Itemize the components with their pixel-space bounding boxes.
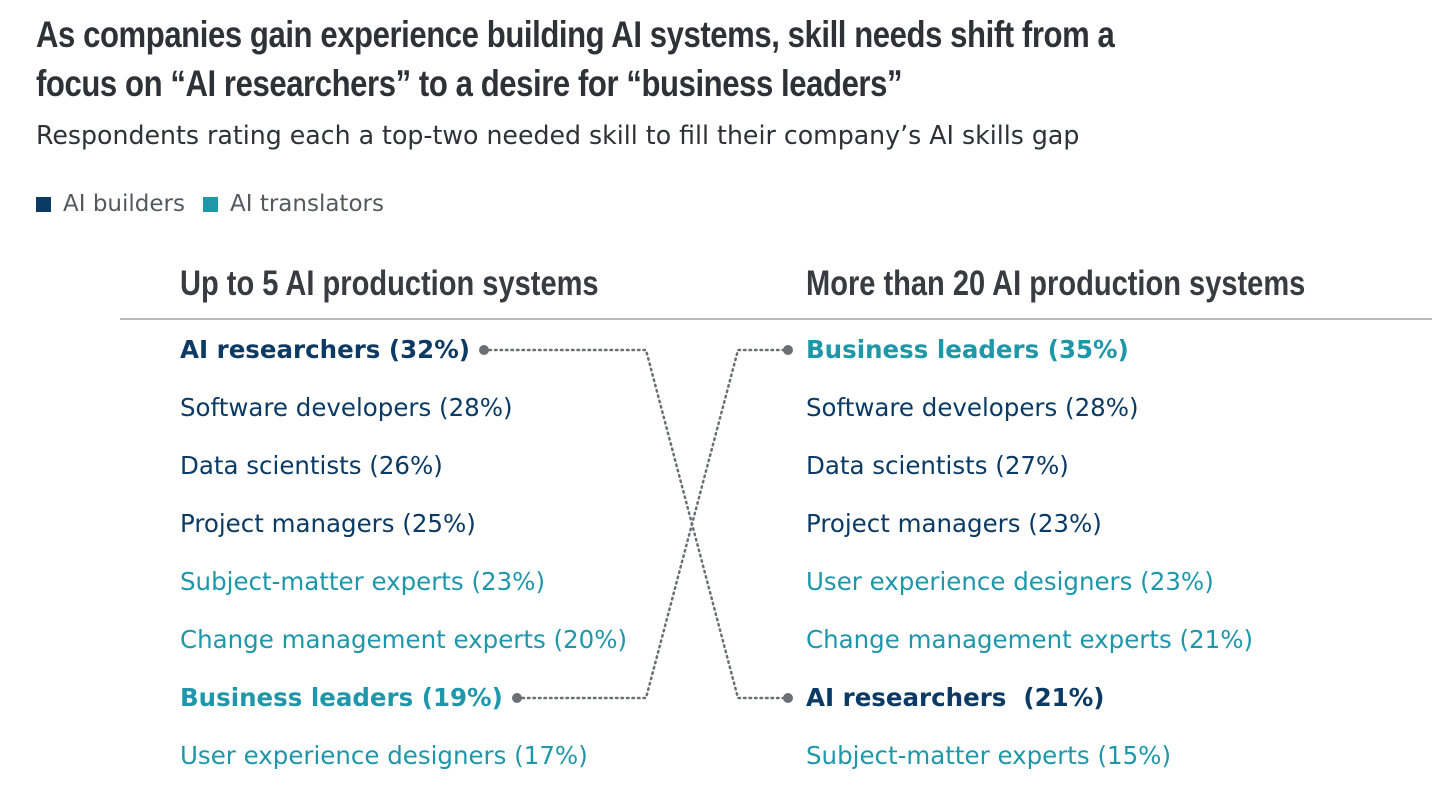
right-rank-4-label: Project managers (23%) [806, 509, 1102, 538]
legend-label-builders: AI builders [63, 191, 185, 217]
connector-dot-ai-researchers-end [783, 693, 793, 703]
legend-swatch-builders [36, 196, 51, 212]
right-rank-1-label: Business leaders (35%) [806, 335, 1129, 364]
chart-title-line-1: As companies gain experience building AI… [36, 14, 1115, 55]
legend-item-translators: AI translators [202, 191, 384, 217]
chart-title: As companies gain experience building AI… [36, 10, 1115, 108]
legend-label-translators: AI translators [229, 191, 384, 217]
chart-title-line-2: focus on “AI researchers” to a desire fo… [36, 63, 903, 104]
connector-business-leaders [515, 348, 790, 700]
left-rank-4-label: Project managers (25%) [180, 509, 476, 538]
right-rank-7-label: AI researchers (21%) [806, 683, 1105, 712]
left-rank-2-label: Software developers (28%) [180, 393, 513, 422]
right-rank-5-label: User experience designers (23%) [806, 567, 1214, 596]
column-header-right: More than 20 AI production systems [806, 264, 1306, 303]
left-rank-5-label: Subject-matter experts (23%) [180, 567, 546, 596]
left-rank-6-label: Change management experts (20%) [180, 625, 628, 654]
left-rank-3-label: Data scientists (26%) [180, 451, 443, 480]
right-rank-6-label: Change management experts (21%) [806, 625, 1254, 654]
right-rank-3-label: Data scientists (27%) [806, 451, 1069, 480]
connector-dot-business-leaders-start [512, 693, 522, 703]
chart-subtitle: Respondents rating each a top-two needed… [36, 121, 1080, 151]
legend-item-builders: AI builders [36, 191, 185, 217]
left-rank-1-label: AI researchers (32%) [180, 335, 470, 364]
column-header-left: Up to 5 AI production systems [180, 264, 599, 303]
connector-dot-ai-researchers-start [479, 345, 489, 355]
legend-swatch-translators [202, 196, 218, 212]
right-rank-8-label: Subject-matter experts (15%) [806, 741, 1172, 770]
left-rank-8-label: User experience designers (17%) [180, 741, 588, 770]
left-rank-7-label: Business leaders (19%) [180, 683, 503, 712]
header-divider [120, 318, 1432, 320]
connector-dot-business-leaders-end [783, 345, 793, 355]
right-rank-2-label: Software developers (28%) [806, 393, 1139, 422]
legend: AI builders AI translators [36, 191, 402, 217]
